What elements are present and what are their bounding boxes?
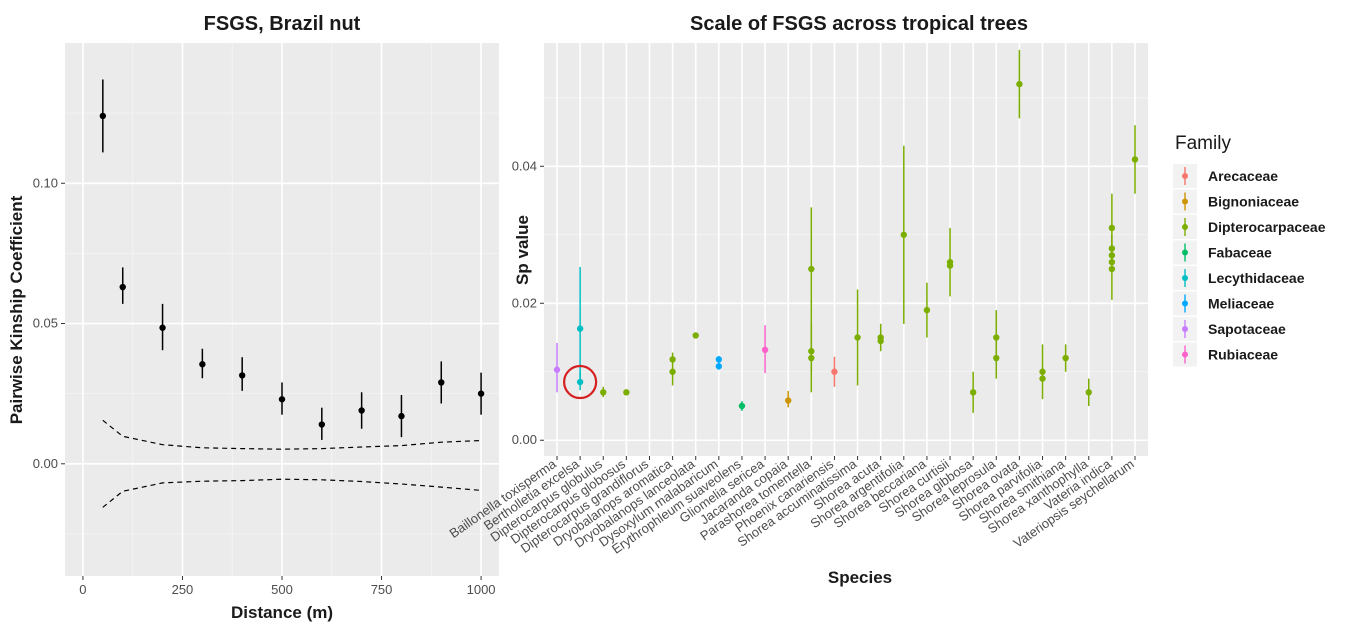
left-x-ticks: 0 250 500 750 1000 [79, 576, 496, 597]
legend-key-point [1182, 173, 1188, 179]
legend: Family Arecaceae Bignoniaceae Dipterocarpa… [1173, 133, 1326, 367]
right-data-point [854, 334, 861, 341]
left-envelope-lower [102, 478, 482, 508]
left-panel: FSGS, Brazil nut 0.00 0.05 0.10 0 250 500 750… [7, 13, 499, 622]
right-data-point [1108, 265, 1116, 273]
right-data-point [761, 346, 769, 354]
right-data-point [623, 389, 630, 396]
left-x-tick-label: 0 [79, 582, 86, 597]
left-data-point [318, 421, 326, 428]
right-annotation [563, 364, 598, 400]
left-data-point [398, 412, 405, 420]
legend-key-point [1182, 351, 1188, 358]
right-y-tick-label: 0.00 [512, 432, 537, 447]
right-data-point [1131, 156, 1139, 163]
right-data-point [1039, 368, 1046, 375]
right-data-point [1108, 224, 1116, 232]
left-data-point [358, 407, 365, 414]
right-data-point [600, 389, 607, 396]
left-data-point [278, 396, 286, 403]
left-y-tick-label: 0.00 [33, 456, 58, 471]
right-x-axis-label: Species [828, 568, 892, 587]
left-envelope [102, 419, 482, 508]
legend-items: Arecaceae Bignoniaceae Dipterocarpaceae Fab… [1173, 164, 1326, 367]
right-data-point [993, 354, 1000, 362]
legend-item-label: Sapotaceae [1208, 321, 1286, 337]
right-data-point [808, 354, 815, 362]
left-data-point [238, 372, 246, 379]
right-data-point [576, 325, 584, 332]
legend-key-point [1182, 300, 1188, 307]
left-y-ticks: 0.00 0.05 0.10 [33, 175, 65, 471]
legend-item-label: Bignoniaceae [1208, 194, 1299, 210]
right-panel: Scale of FSGS across tropical trees 0.00… [447, 13, 1148, 587]
left-y-tick-label: 0.10 [33, 175, 58, 190]
right-data-point [1039, 375, 1046, 382]
left-x-tick-label: 750 [371, 582, 393, 597]
legend-item-label: Meliaceae [1208, 296, 1274, 312]
right-data-point [785, 397, 792, 404]
legend-item-label: Rubiaceae [1208, 347, 1278, 363]
highlight-circle [563, 364, 598, 400]
right-data-point [946, 262, 954, 269]
left-x-tick-label: 250 [172, 582, 194, 597]
left-data-point [119, 283, 126, 291]
left-y-axis-label: Pairwise Kinship Coefficient [7, 195, 26, 424]
right-title: Scale of FSGS across tropical trees [690, 13, 1028, 35]
legend-key-point [1182, 224, 1188, 230]
right-data-point [1016, 80, 1023, 88]
legend-key-point [1182, 249, 1188, 256]
left-data-point [477, 390, 485, 397]
right-data-point [808, 265, 815, 273]
right-data-point [969, 389, 977, 396]
left-x-tick-label: 1000 [467, 582, 496, 597]
right-points [553, 49, 1139, 413]
right-data-point [576, 378, 584, 386]
left-data-point [99, 112, 107, 120]
right-y-tick-label: 0.04 [512, 158, 537, 173]
left-points [99, 79, 485, 440]
legend-item-label: Fabaceae [1208, 245, 1272, 261]
right-data-point [669, 368, 676, 375]
right-data-point [1085, 389, 1092, 396]
right-data-point [877, 337, 884, 345]
left-y-tick-label: 0.05 [33, 316, 58, 331]
legend-item-label: Lecythidaceae [1208, 270, 1305, 286]
left-envelope-upper [102, 419, 482, 450]
left-data-point [199, 361, 206, 368]
left-x-tick-label: 500 [271, 582, 293, 597]
right-y-axis-label: Sp value [513, 215, 532, 285]
right-data-point [715, 356, 723, 363]
left-title: FSGS, Brazil nut [204, 13, 361, 35]
right-y-ticks: 0.00 0.02 0.04 [512, 158, 544, 447]
legend-item-label: Arecaceae [1208, 168, 1278, 184]
left-data-point [159, 324, 166, 331]
right-data-point [900, 231, 907, 238]
right-data-point [993, 334, 1000, 341]
right-data-point [715, 363, 723, 370]
legend-item-label: Dipterocarpaceae [1208, 219, 1326, 235]
legend-key-point [1182, 326, 1188, 332]
right-data-point [553, 366, 561, 373]
right-data-point [692, 332, 699, 339]
right-plot-background [544, 43, 1148, 456]
legend-key-point [1182, 198, 1188, 205]
legend-title: Family [1175, 133, 1231, 154]
right-y-tick-label: 0.02 [512, 295, 537, 310]
right-data-point [1062, 354, 1069, 362]
right-data-point [738, 402, 746, 410]
left-x-axis-label: Distance (m) [231, 603, 333, 622]
legend-key-point [1182, 275, 1188, 281]
right-data-point [923, 306, 931, 314]
left-data-point [438, 379, 445, 386]
right-data-point [831, 368, 838, 375]
left-gridlines [65, 43, 499, 576]
